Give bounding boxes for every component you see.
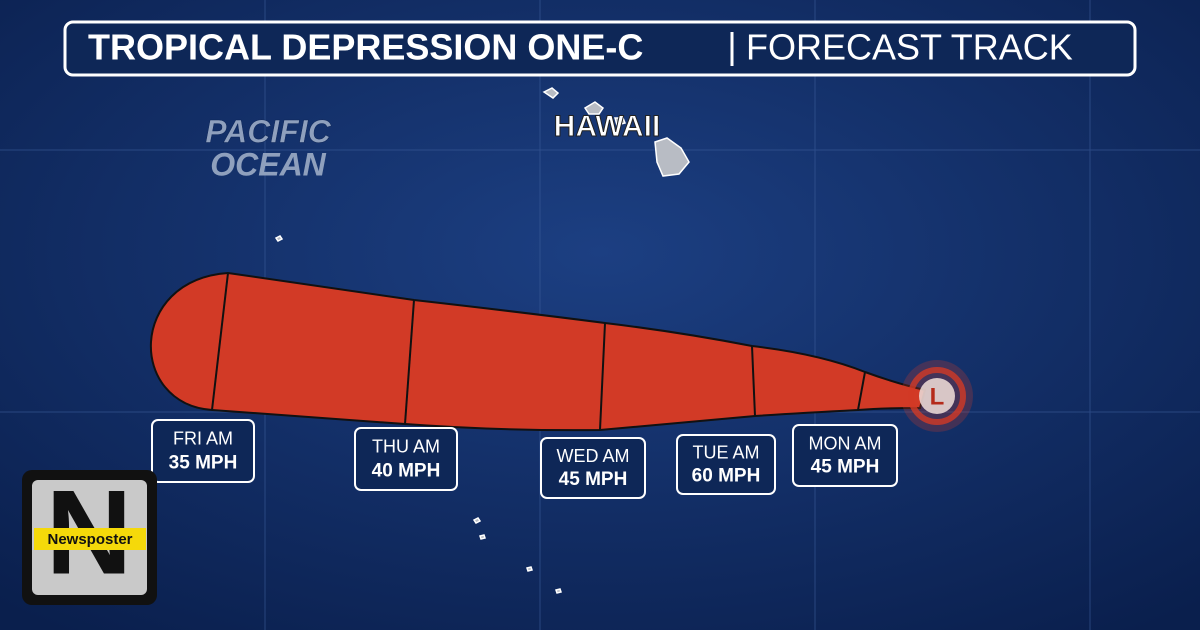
storm-symbol: L [901,360,973,432]
label-day: MON AM [808,433,881,453]
label-wind: 45 MPH [811,457,880,478]
label-box [354,427,458,491]
forecast-cone [150,271,927,432]
logo: N Newsposter [22,466,157,605]
title: TROPICAL DEPRESSION ONE-C [88,27,643,68]
label-wind: 45 MPH [559,469,628,490]
forecast-labels: FRI AM 35 MPH THU AM 40 MPH WED AM 45 MPH TUE … [151,419,898,499]
label-day: WED AM [556,446,629,466]
ocean-label: OCEAN [210,146,326,182]
title-bar: TROPICAL DEPRESSION ONE-C FORECAST TRACK [63,20,1137,77]
islands-label: HAWAII [554,110,661,143]
label-box [540,437,646,499]
storm-letter: L [930,383,945,410]
ocean-label: PACIFIC [205,113,332,149]
logo-name: Newsposter [47,531,132,548]
label-day: TUE AM [692,443,759,463]
label-box [676,434,776,495]
cone-dividers [211,272,866,431]
label-box [792,424,898,487]
label-box [151,419,255,483]
islands [274,87,690,594]
forecast-label: FRI AM 35 MPH [151,419,255,483]
forecast-label: MON AM 45 MPH [792,424,898,487]
label-day: FRI AM [173,429,233,449]
label-wind: 60 MPH [692,465,761,486]
subtitle: FORECAST TRACK [746,27,1073,68]
label-wind: 35 MPH [169,452,238,473]
label-wind: 40 MPH [372,460,441,481]
forecast-label: WED AM 45 MPH [540,437,646,499]
label-day: THU AM [372,437,440,457]
forecast-label: THU AM 40 MPH [354,427,458,491]
